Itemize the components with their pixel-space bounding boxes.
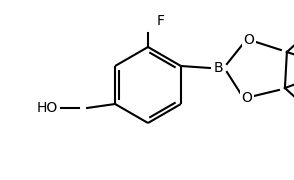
Text: B: B [214,61,224,75]
Text: O: O [243,33,254,47]
Text: HO: HO [36,101,58,115]
Text: F: F [157,14,165,28]
Text: O: O [241,91,252,105]
